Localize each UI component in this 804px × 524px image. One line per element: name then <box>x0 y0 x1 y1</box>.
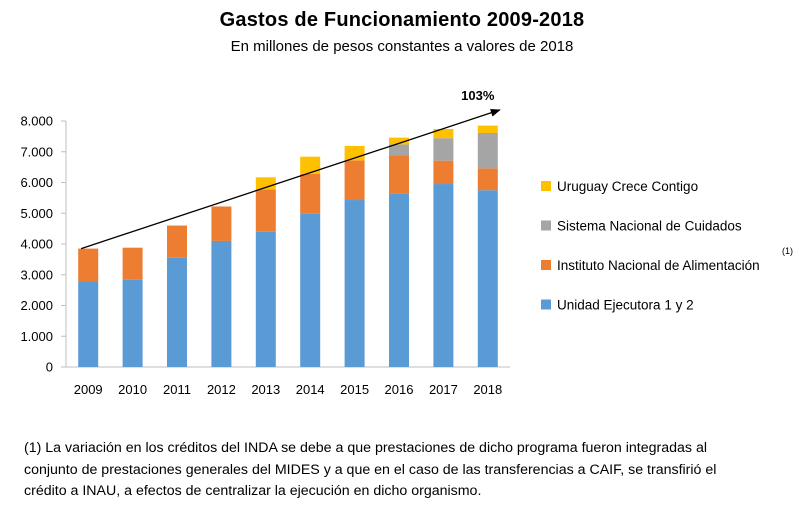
bar-segment <box>167 225 187 258</box>
x-tick-label: 2015 <box>340 382 369 397</box>
x-tick-label: 2016 <box>385 382 414 397</box>
bar-segment <box>433 138 454 161</box>
legend-footnote-ref: (1) <box>782 246 793 256</box>
legend-label: Uruguay Crece Contigo <box>557 179 698 194</box>
legend-swatch <box>541 260 551 270</box>
legend-label: Sistema Nacional de Cuidados <box>557 219 742 234</box>
y-tick-label: 6.000 <box>20 175 53 190</box>
legend-swatch <box>541 220 551 231</box>
chart-subtitle: En millones de pesos constantes a valore… <box>230 38 574 55</box>
bar-segment <box>167 257 187 367</box>
bar-segment <box>477 132 498 169</box>
y-tick-label: 8.000 <box>20 114 53 129</box>
bar-segment <box>255 231 276 367</box>
y-tick-label: 2.000 <box>20 298 53 313</box>
bar-segment <box>433 160 454 185</box>
bar-segment <box>122 279 143 367</box>
x-tick-label: 2013 <box>251 382 280 397</box>
bar-segment <box>211 240 232 367</box>
bar-segment <box>477 125 498 133</box>
bar-segment <box>389 155 409 194</box>
bar-segment <box>389 144 409 156</box>
bar-segment <box>344 200 365 367</box>
legend-swatch <box>541 299 551 310</box>
x-tick-label: 2012 <box>207 382 236 397</box>
bar-segment <box>300 156 321 174</box>
legend-label: Unidad Ejecutora 1 y 2 <box>557 298 694 313</box>
x-tick-label: 2009 <box>74 382 103 397</box>
footnote-line-1: (1) La variación en los créditos del IND… <box>24 440 707 456</box>
footnote: (1) La variación en los créditos del IND… <box>24 438 794 503</box>
y-tick-label: 7.000 <box>20 144 53 159</box>
y-tick-label: 3.000 <box>20 267 53 282</box>
bar-segment <box>300 173 321 214</box>
bar-segment <box>211 206 232 241</box>
chart-title: Gastos de Funcionamiento 2009-2018 <box>219 9 585 31</box>
bar-segment <box>477 190 498 367</box>
bar-segment <box>78 248 99 282</box>
y-tick-label: 1.000 <box>20 329 53 344</box>
bar-segment <box>389 193 409 367</box>
footnote-line-3: crédito a INAU, a efectos de centralizar… <box>24 483 482 499</box>
x-tick-label: 2010 <box>118 382 147 397</box>
bar-segment <box>122 247 143 280</box>
bar-segment <box>433 128 454 139</box>
bar-segment <box>433 184 454 367</box>
y-tick-label: 0 <box>46 360 53 375</box>
footnote-line-2: conjunto de prestaciones generales del M… <box>24 461 717 478</box>
x-tick-label: 2014 <box>296 382 325 397</box>
growth-annotation: 103% <box>461 88 495 103</box>
x-tick-label: 2017 <box>429 382 458 397</box>
bar-segment <box>344 160 365 201</box>
legend-label: Instituto Nacional de Alimentación <box>557 258 760 273</box>
bar-segment <box>255 177 276 190</box>
x-tick-label: 2011 <box>163 382 191 397</box>
bar-segment <box>300 213 321 367</box>
stacked-bar-chart: 0 1.000 2.000 3.000 4.000 5.000 6.000 7.000 8.00… <box>20 88 793 397</box>
y-tick-label: 4.000 <box>20 237 53 252</box>
bar-segment <box>389 137 409 145</box>
bar-segment <box>255 189 276 232</box>
x-tick-label: 2018 <box>473 382 502 397</box>
bar-segment <box>477 168 498 191</box>
y-tick-label: 5.000 <box>20 206 53 221</box>
legend-swatch <box>541 181 551 191</box>
trend-arrow <box>80 108 501 250</box>
bar-segment <box>78 281 99 367</box>
